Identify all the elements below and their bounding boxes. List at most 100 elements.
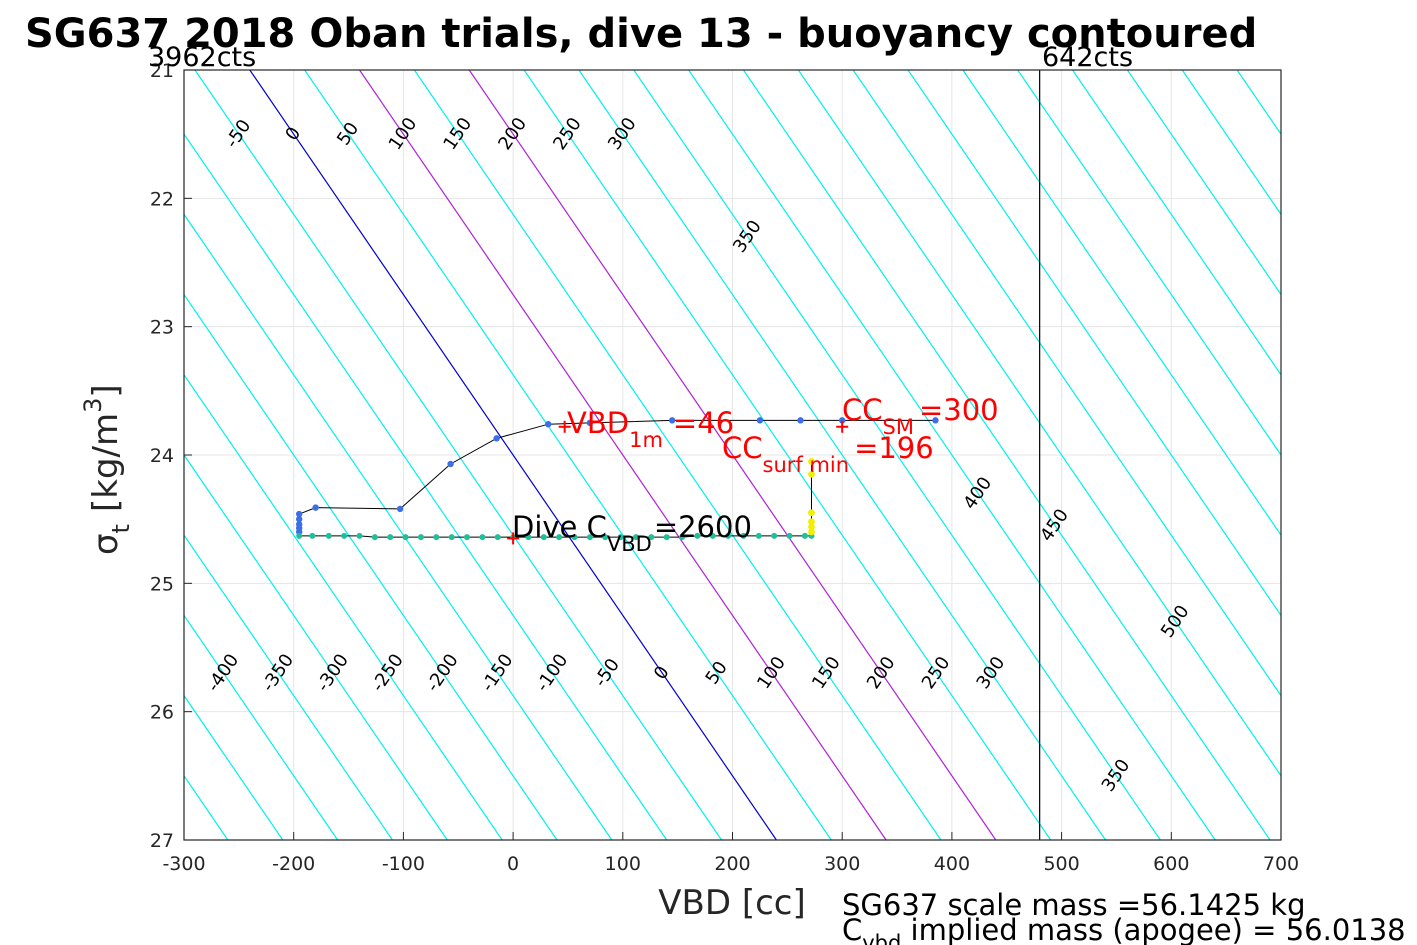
annotation-ccsm-main: CC bbox=[842, 393, 883, 427]
contour-line bbox=[249, 70, 777, 840]
contour-line bbox=[1072, 70, 1281, 376]
annotation-ccsm-sub: SM bbox=[883, 415, 914, 439]
contour-line bbox=[1126, 70, 1281, 296]
dive-point bbox=[797, 417, 804, 424]
x-tick-label: 600 bbox=[1153, 853, 1189, 875]
y-axis-label-text: [kg/m bbox=[86, 413, 126, 512]
climb-point bbox=[648, 534, 655, 541]
x-tick-label: 200 bbox=[714, 853, 750, 875]
surface-point bbox=[808, 523, 815, 531]
climb-point bbox=[571, 534, 578, 541]
surface-point bbox=[808, 509, 815, 517]
top-right-counts: 642cts bbox=[1042, 42, 1133, 73]
contour-line bbox=[184, 534, 393, 840]
climb-point bbox=[448, 534, 455, 541]
annotation-ccsurf: CCsurf min =196 bbox=[722, 431, 934, 477]
climb-point bbox=[709, 532, 716, 539]
contour-line bbox=[0, 70, 8, 840]
contour-line bbox=[688, 70, 1216, 840]
y-axis-label-sup: 3 bbox=[79, 398, 107, 413]
dive-point bbox=[545, 421, 552, 428]
contour-line bbox=[962, 70, 1281, 537]
annotation-ccsm-value: =300 bbox=[919, 393, 999, 427]
x-axis-ticks: -300 -200 -100 0 100 200 300 400 500 600 700 bbox=[162, 832, 1299, 875]
climb-point bbox=[356, 532, 363, 539]
climb-point bbox=[402, 534, 409, 541]
climb-point bbox=[755, 532, 762, 539]
annotation-ccsm: CCSM =300 bbox=[842, 393, 999, 439]
climb-point bbox=[602, 534, 609, 541]
footer-implied-mass: Cvbd implied mass (apogee) = 56.0138 kg bbox=[842, 913, 1417, 945]
climb-point bbox=[494, 534, 501, 541]
contour-line bbox=[0, 70, 63, 840]
climb-point bbox=[632, 534, 639, 541]
climb-point bbox=[771, 532, 778, 539]
contour-line bbox=[1017, 70, 1281, 457]
climb-point bbox=[479, 534, 486, 541]
footer-cvbd-main: C bbox=[842, 913, 862, 945]
dive-trace bbox=[295, 417, 939, 541]
markers bbox=[507, 420, 849, 545]
annotation-vbd1m-sub: 1m bbox=[629, 428, 663, 452]
dive-point bbox=[932, 417, 939, 424]
climb-point bbox=[556, 534, 563, 541]
climb-point bbox=[387, 534, 394, 541]
x-tick-label: 300 bbox=[824, 853, 860, 875]
buoyancy-contours bbox=[0, 70, 1417, 840]
climb-point bbox=[586, 534, 593, 541]
climb-point bbox=[464, 534, 471, 541]
x-tick-label: 0 bbox=[507, 853, 519, 875]
annotation-vbd1m-main: VBD bbox=[567, 406, 629, 440]
y-axis-label-sub: t bbox=[107, 524, 135, 533]
annotation-dive-cvbd-main: Dive C bbox=[512, 510, 607, 544]
y-axis-label-symbol: σ bbox=[86, 533, 126, 555]
contour-line bbox=[1181, 70, 1281, 216]
footer-cvbd-sub: vbd bbox=[862, 931, 901, 945]
climb-point bbox=[740, 532, 747, 539]
footer-scale-mass: SG637 scale mass =56.1425 kg bbox=[842, 888, 1306, 922]
climb-point bbox=[540, 534, 547, 541]
annotation-dive-cvbd-value: =2600 bbox=[654, 510, 752, 544]
x-tick-label: 100 bbox=[605, 853, 641, 875]
contour-line bbox=[852, 70, 1281, 697]
y-tick-label: 25 bbox=[150, 573, 174, 595]
climb-point bbox=[663, 534, 670, 541]
contour-line bbox=[413, 70, 942, 840]
y-tick-label: 23 bbox=[150, 317, 174, 339]
climb-point bbox=[679, 534, 686, 541]
contour-line bbox=[194, 70, 723, 840]
contour-line bbox=[1292, 70, 1417, 840]
climb-point bbox=[617, 534, 624, 541]
climb-point bbox=[786, 532, 793, 539]
dive-point bbox=[586, 419, 594, 427]
y-axis-label-close: ] bbox=[86, 384, 126, 397]
contour-line bbox=[184, 694, 284, 840]
y-axis-ticks: 21 22 23 24 25 26 27 bbox=[150, 60, 192, 852]
dive-point bbox=[668, 417, 676, 424]
climb-point bbox=[433, 534, 440, 541]
contour-line bbox=[184, 453, 448, 840]
contour-line bbox=[184, 373, 503, 840]
dive-point bbox=[493, 435, 500, 442]
contour-line bbox=[797, 70, 1281, 777]
contour-line bbox=[1402, 70, 1417, 840]
dive-point bbox=[312, 504, 319, 511]
y-tick-label: 24 bbox=[150, 445, 174, 467]
x-tick-label: 700 bbox=[1263, 853, 1299, 875]
contour-line bbox=[578, 70, 1106, 840]
annotation-vbd1m: VBD1m =46 bbox=[567, 406, 734, 452]
climb-point bbox=[371, 534, 378, 541]
x-tick-label: -300 bbox=[162, 853, 205, 875]
annotation-ccsurf-value: =196 bbox=[854, 431, 934, 465]
climb-point bbox=[417, 534, 424, 541]
annotation-ccsurf-sub: surf min bbox=[763, 453, 850, 477]
contour-line bbox=[184, 133, 668, 840]
dive-point bbox=[756, 417, 764, 424]
y-tick-label: 26 bbox=[150, 702, 174, 724]
contour-line bbox=[907, 70, 1281, 617]
contour-line bbox=[184, 293, 558, 840]
dive-point bbox=[839, 417, 846, 424]
climb-point bbox=[694, 532, 701, 539]
dive-point bbox=[396, 505, 404, 513]
